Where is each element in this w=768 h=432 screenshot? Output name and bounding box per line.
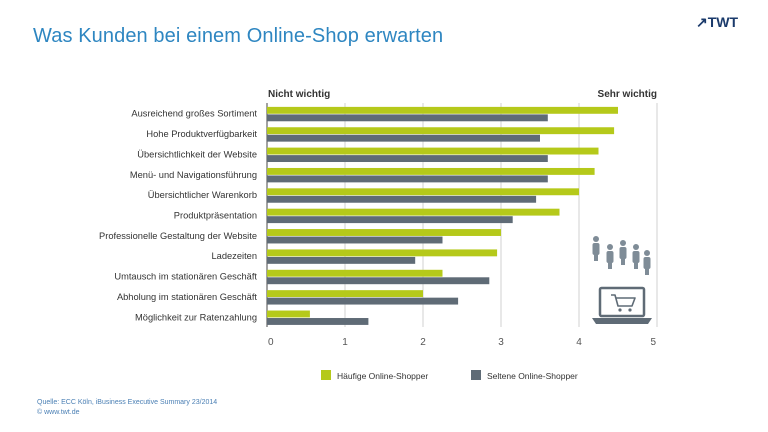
bar-rare-8	[267, 277, 490, 285]
bar-rare-4	[267, 195, 537, 203]
bar-rare-10	[267, 318, 369, 325]
category-label: Möglichkeit zur Ratenzahlung	[135, 312, 257, 322]
category-label: Menü- und Navigationsführung	[130, 170, 257, 180]
x-tick-label: 0	[268, 337, 274, 348]
bar-frequent-4	[267, 188, 579, 196]
bar-rare-2	[267, 155, 548, 163]
category-label: Abholung im stationären Geschäft	[117, 292, 257, 302]
bar-frequent-2	[267, 147, 599, 155]
bar-rare-6	[267, 236, 443, 244]
logo-text: TWT	[707, 14, 739, 30]
category-label: Hohe Produktverfügbarkeit	[146, 129, 257, 139]
bar-frequent-10	[267, 310, 310, 318]
bar-frequent-1	[267, 127, 615, 135]
scale-high-label: Sehr wichtig	[598, 89, 657, 100]
scale-low-label: Nicht wichtig	[268, 89, 330, 100]
legend-label-frequent: Häufige Online-Shopper	[337, 371, 428, 381]
category-label: Übersichtlichkeit der Website	[137, 149, 257, 159]
legend-label-rare: Seltene Online-Shopper	[487, 371, 578, 381]
bar-frequent-7	[267, 249, 498, 257]
bar-rare-0	[267, 114, 548, 122]
bar-frequent-8	[267, 269, 443, 277]
legend-swatch-rare	[471, 370, 481, 380]
category-label: Ausreichend großes Sortiment	[131, 109, 257, 119]
bar-rare-3	[267, 175, 548, 183]
copyright-note: © www.twt.de	[37, 409, 80, 416]
bar-frequent-3	[267, 167, 595, 175]
category-label: Ladezeiten	[212, 251, 258, 261]
x-tick-label: 4	[576, 337, 582, 348]
arrow-icon: ↗	[696, 14, 708, 30]
category-label: Übersichtlicher Warenkorb	[148, 190, 257, 200]
category-label: Umtausch im stationären Geschäft	[114, 272, 257, 282]
legend-swatch-frequent	[321, 370, 331, 380]
laptop-cart-icon	[592, 286, 652, 324]
x-tick-labels: 0 1 2 3 4 5	[268, 337, 656, 348]
bar-frequent-0	[267, 106, 618, 114]
x-tick-label: 3	[498, 337, 504, 348]
category-label: Produktpräsentation	[174, 211, 257, 221]
bar-rare-1	[267, 134, 540, 142]
bar-rare-5	[267, 216, 513, 224]
x-tick-label: 2	[420, 337, 426, 348]
category-label: Professionelle Gestaltung der Website	[99, 231, 257, 241]
page-title: Was Kunden bei einem Online-Shop erwarte…	[33, 25, 444, 47]
bar-frequent-6	[267, 229, 501, 236]
category-labels: Ausreichend großes Sortiment Hohe Produkt…	[99, 109, 257, 323]
bar-frequent-5	[267, 208, 560, 216]
x-tick-label: 1	[342, 337, 348, 348]
x-tick-label: 5	[650, 337, 656, 348]
bar-frequent-9	[267, 290, 423, 298]
people-icon	[592, 236, 651, 275]
bar-rare-9	[267, 297, 459, 305]
source-note: Quelle: ECC Köln, iBusiness Executive Su…	[37, 399, 218, 406]
bar-rare-7	[267, 256, 416, 264]
twt-logo: ↗TWT	[696, 14, 738, 31]
bars	[267, 106, 618, 325]
